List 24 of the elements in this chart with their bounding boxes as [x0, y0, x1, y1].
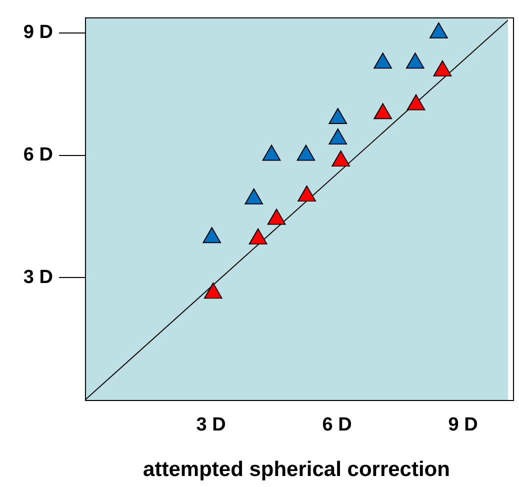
- point: [433, 60, 452, 76]
- point: [298, 186, 316, 202]
- y-tick-label: 6 D: [23, 144, 53, 166]
- point: [374, 52, 392, 69]
- x-tick-label: 3 D: [196, 414, 226, 436]
- point: [267, 208, 286, 225]
- x-tick-label: 6 D: [322, 414, 352, 436]
- point: [328, 128, 348, 144]
- point: [406, 94, 426, 110]
- x-tick-label: 9 D: [448, 414, 478, 436]
- point: [202, 227, 222, 244]
- point: [262, 144, 281, 161]
- point: [374, 103, 392, 120]
- point: [406, 52, 424, 69]
- point: [204, 282, 222, 299]
- point: [430, 22, 448, 38]
- point: [332, 150, 350, 166]
- y-tick-label: 3 D: [23, 266, 53, 288]
- y-tick-label: 9 D: [23, 22, 53, 44]
- x-axis-title: attempted spherical correction: [143, 458, 450, 482]
- point: [296, 144, 316, 161]
- point: [328, 108, 348, 124]
- point: [248, 228, 268, 244]
- point: [244, 188, 264, 204]
